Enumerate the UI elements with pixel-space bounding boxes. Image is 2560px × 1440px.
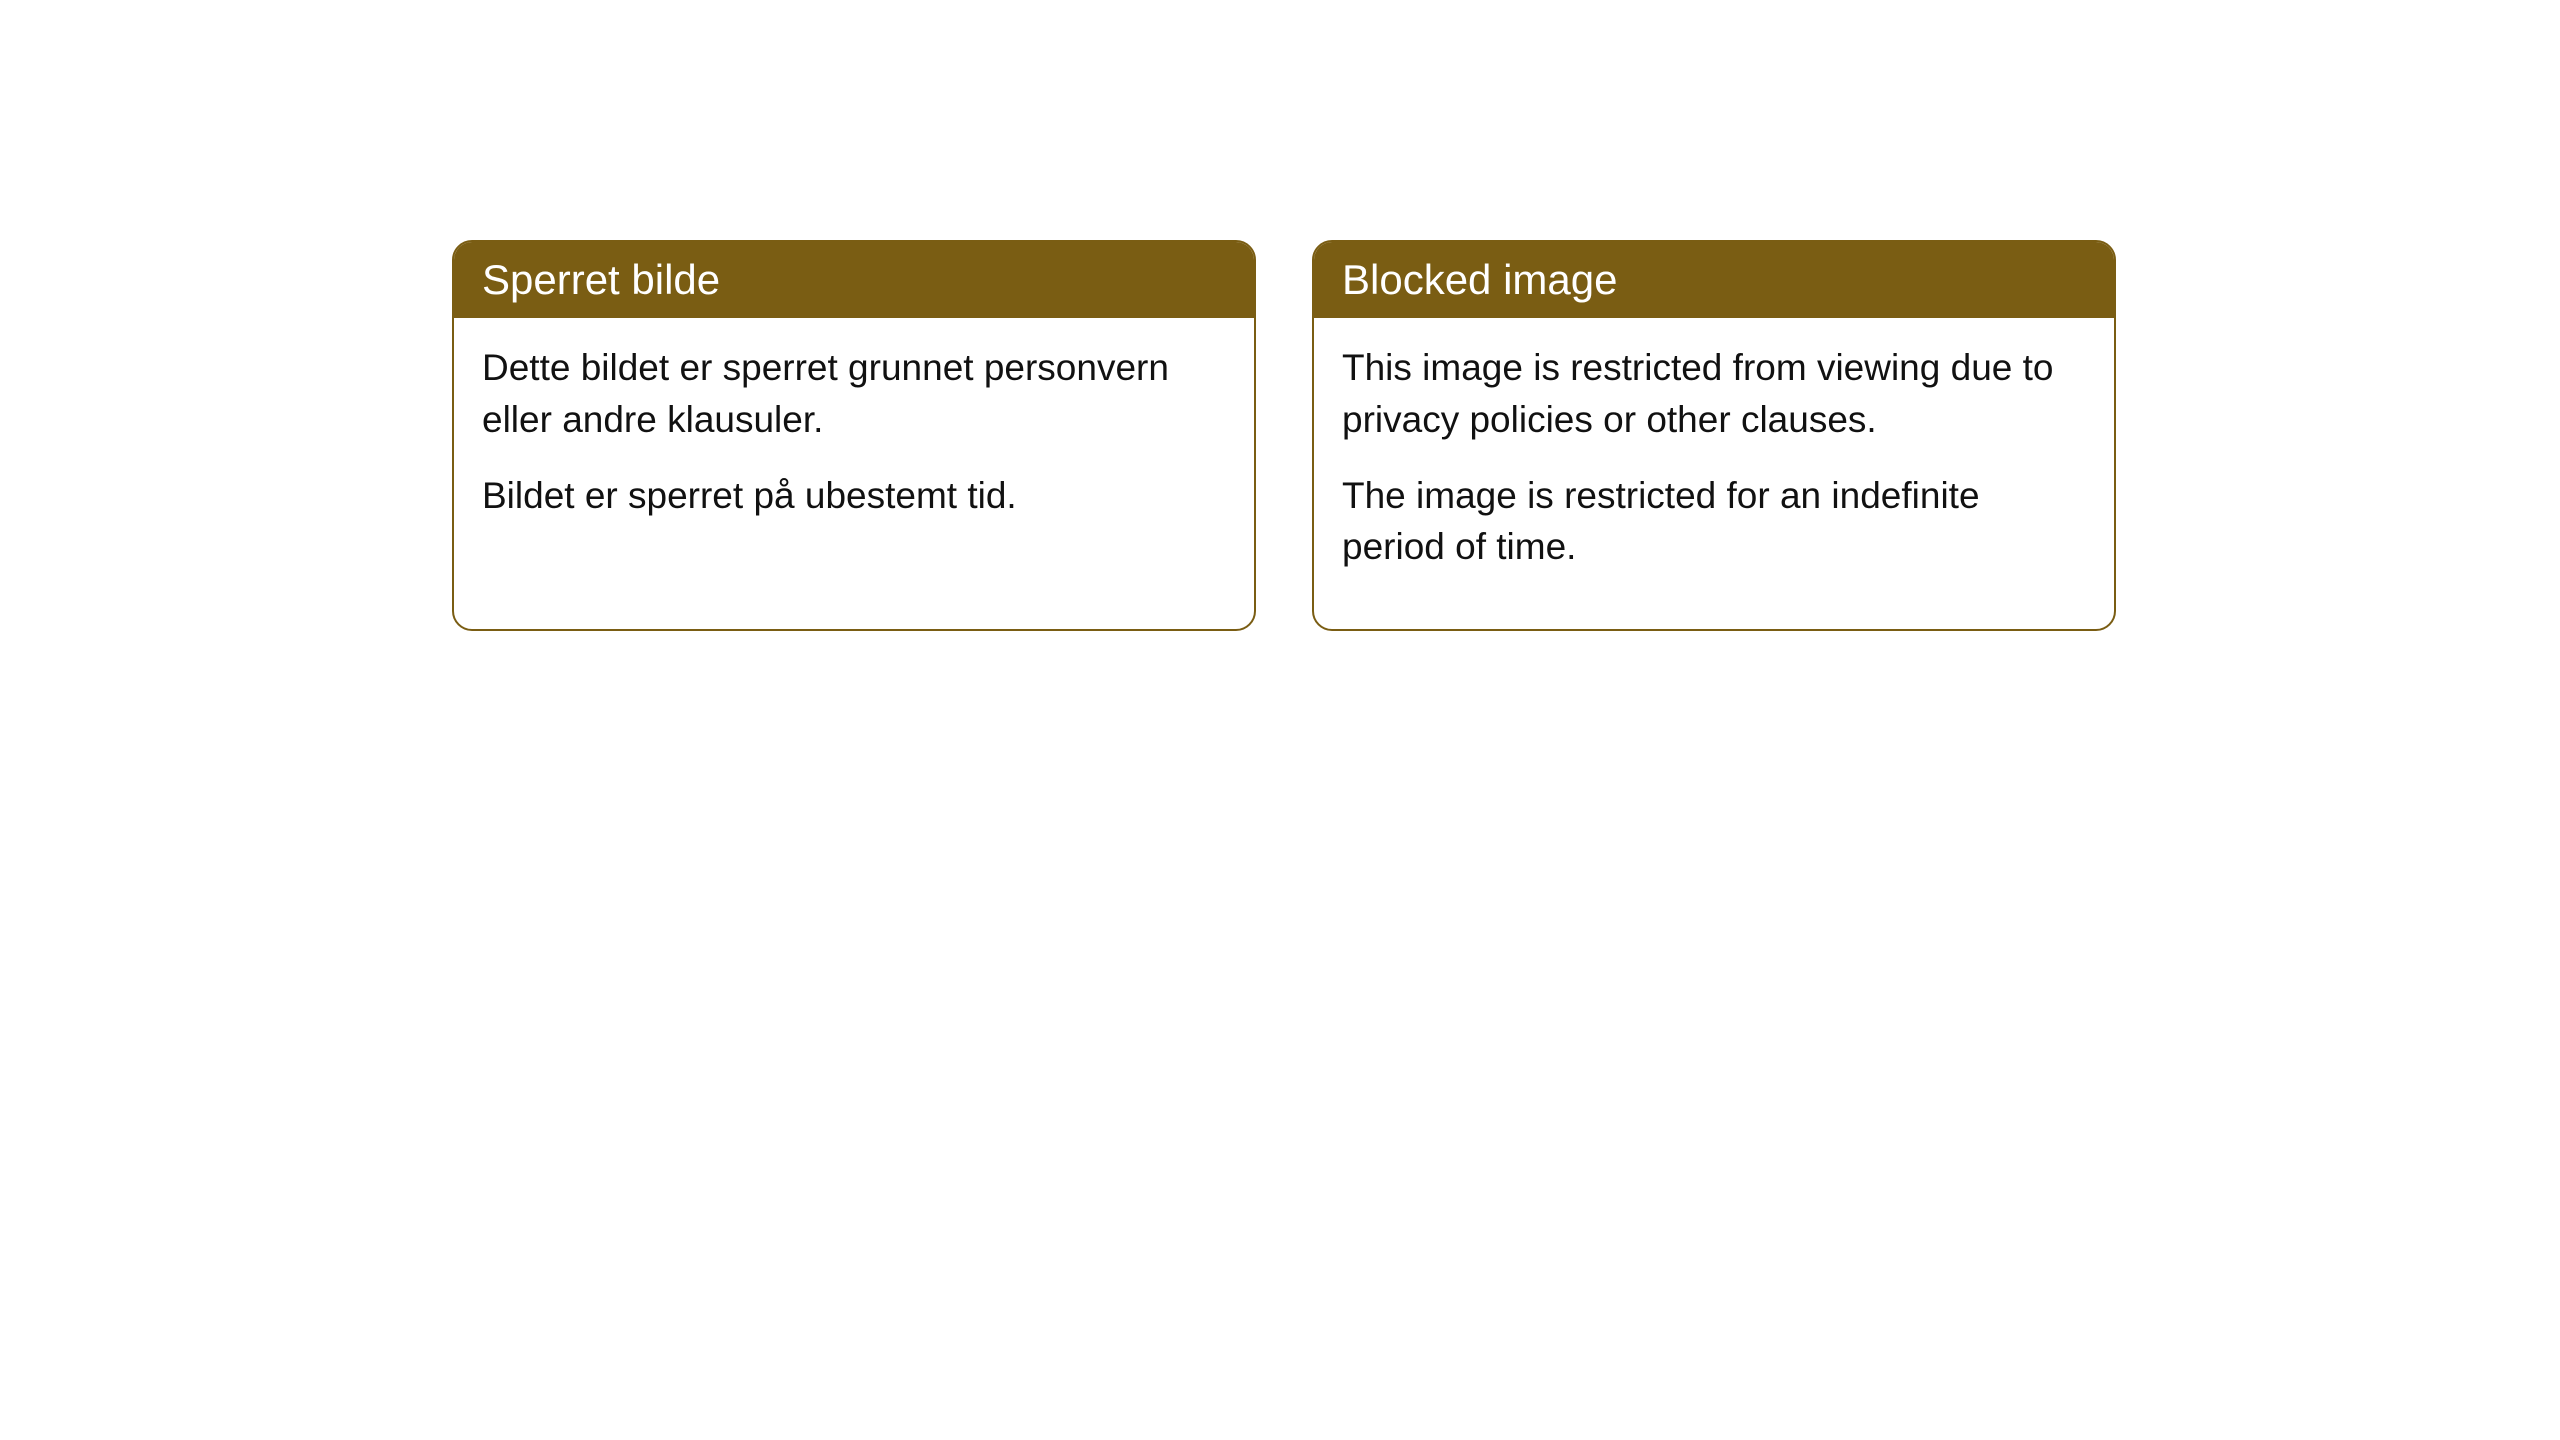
blocked-image-card-english: Blocked image This image is restricted f…: [1312, 240, 2116, 631]
card-paragraph: Dette bildet er sperret grunnet personve…: [482, 342, 1226, 446]
card-body: This image is restricted from viewing du…: [1314, 318, 2114, 629]
card-paragraph: The image is restricted for an indefinit…: [1342, 470, 2086, 574]
card-title: Blocked image: [1342, 256, 1617, 303]
card-title: Sperret bilde: [482, 256, 720, 303]
card-header: Blocked image: [1314, 242, 2114, 318]
card-paragraph: Bildet er sperret på ubestemt tid.: [482, 470, 1226, 522]
blocked-image-card-norwegian: Sperret bilde Dette bildet er sperret gr…: [452, 240, 1256, 631]
card-header: Sperret bilde: [454, 242, 1254, 318]
card-body: Dette bildet er sperret grunnet personve…: [454, 318, 1254, 577]
card-paragraph: This image is restricted from viewing du…: [1342, 342, 2086, 446]
notice-cards-container: Sperret bilde Dette bildet er sperret gr…: [452, 240, 2116, 631]
